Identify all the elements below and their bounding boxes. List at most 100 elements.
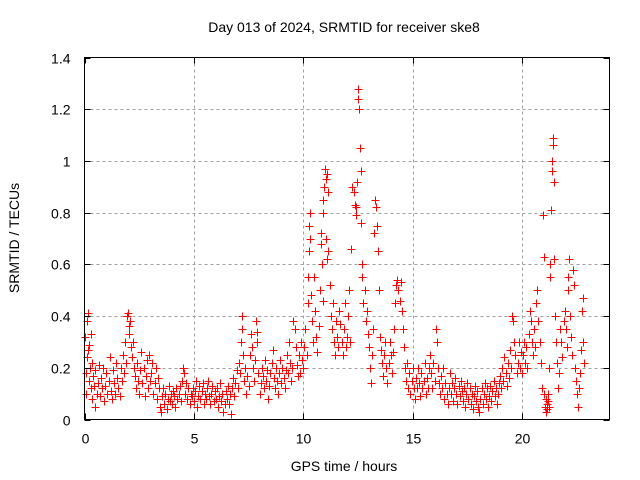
data-point xyxy=(539,211,548,220)
data-point xyxy=(281,384,290,393)
data-point xyxy=(238,312,247,321)
data-point xyxy=(205,392,214,401)
data-point xyxy=(475,408,484,417)
data-point xyxy=(247,330,256,339)
data-point xyxy=(575,384,584,393)
data-point xyxy=(506,346,515,355)
data-point xyxy=(366,364,375,373)
data-point xyxy=(433,338,442,347)
data-point xyxy=(148,359,157,368)
data-point xyxy=(436,390,445,399)
data-point xyxy=(131,372,140,381)
data-point xyxy=(399,325,408,334)
data-point xyxy=(471,382,480,391)
data-point xyxy=(340,325,349,334)
data-point xyxy=(147,369,156,378)
data-point xyxy=(144,384,153,393)
data-point xyxy=(529,351,538,360)
data-point xyxy=(406,390,415,399)
x-tick-label: 0 xyxy=(82,431,90,447)
data-point xyxy=(549,134,558,143)
data-point xyxy=(379,372,388,381)
data-point xyxy=(481,379,490,388)
data-point xyxy=(84,346,93,355)
data-point xyxy=(324,247,333,256)
data-point xyxy=(455,382,464,391)
data-point xyxy=(514,359,523,368)
y-tick-label: 0.4 xyxy=(51,309,71,325)
data-point xyxy=(416,392,425,401)
data-point xyxy=(121,338,130,347)
data-point xyxy=(348,183,357,192)
data-point xyxy=(493,400,502,409)
data-point xyxy=(354,85,363,94)
data-point xyxy=(319,196,328,205)
data-point xyxy=(133,359,142,368)
data-point xyxy=(469,405,478,414)
data-point xyxy=(338,338,347,347)
data-point xyxy=(533,286,542,295)
data-point xyxy=(555,369,564,378)
y-tick-label: 1.4 xyxy=(51,51,71,67)
data-point xyxy=(519,351,528,360)
chart-title: Day 013 of 2024, SRMTID for receiver ske… xyxy=(208,19,480,35)
data-point xyxy=(134,377,143,386)
data-point xyxy=(355,105,364,114)
data-point xyxy=(99,364,108,373)
data-point xyxy=(451,374,460,383)
data-point xyxy=(334,343,343,352)
data-point xyxy=(239,351,248,360)
data-point xyxy=(303,351,312,360)
data-point xyxy=(328,325,337,334)
data-point xyxy=(288,364,297,373)
data-point xyxy=(91,403,100,412)
data-point xyxy=(317,240,326,249)
data-point xyxy=(494,390,503,399)
data-point xyxy=(505,374,514,383)
data-point xyxy=(350,188,359,197)
data-point xyxy=(269,346,278,355)
data-point xyxy=(137,348,146,357)
data-point xyxy=(343,333,352,342)
data-point xyxy=(441,379,450,388)
data-point xyxy=(127,343,136,352)
y-tick-label: 1.2 xyxy=(51,102,71,118)
data-point xyxy=(567,333,576,342)
data-point xyxy=(412,374,421,383)
data-point xyxy=(105,377,114,386)
data-point xyxy=(486,382,495,391)
data-point xyxy=(502,369,511,378)
data-point xyxy=(138,379,147,388)
data-point xyxy=(203,384,212,393)
data-point xyxy=(213,384,222,393)
data-point xyxy=(466,384,475,393)
data-point xyxy=(393,276,402,285)
data-point xyxy=(329,299,338,308)
x-axis-ticks: 0 5 10 15 20 xyxy=(82,57,530,447)
data-point xyxy=(579,294,588,303)
data-point xyxy=(136,366,145,375)
data-point xyxy=(523,364,532,373)
data-point xyxy=(367,379,376,388)
data-point xyxy=(254,369,263,378)
data-point xyxy=(308,317,317,326)
data-point xyxy=(405,369,414,378)
data-point xyxy=(280,374,289,383)
data-point xyxy=(160,400,169,409)
data-point xyxy=(365,343,374,352)
data-point xyxy=(546,260,555,269)
data-point xyxy=(88,359,97,368)
data-point xyxy=(257,379,266,388)
data-point xyxy=(313,348,322,357)
data-point xyxy=(345,286,354,295)
data-point xyxy=(89,372,98,381)
data-point xyxy=(227,410,236,419)
data-point xyxy=(289,317,298,326)
data-point xyxy=(357,219,366,228)
data-point xyxy=(124,309,133,318)
data-point xyxy=(177,397,186,406)
data-point xyxy=(190,397,199,406)
data-point xyxy=(508,312,517,321)
data-point xyxy=(352,203,361,212)
